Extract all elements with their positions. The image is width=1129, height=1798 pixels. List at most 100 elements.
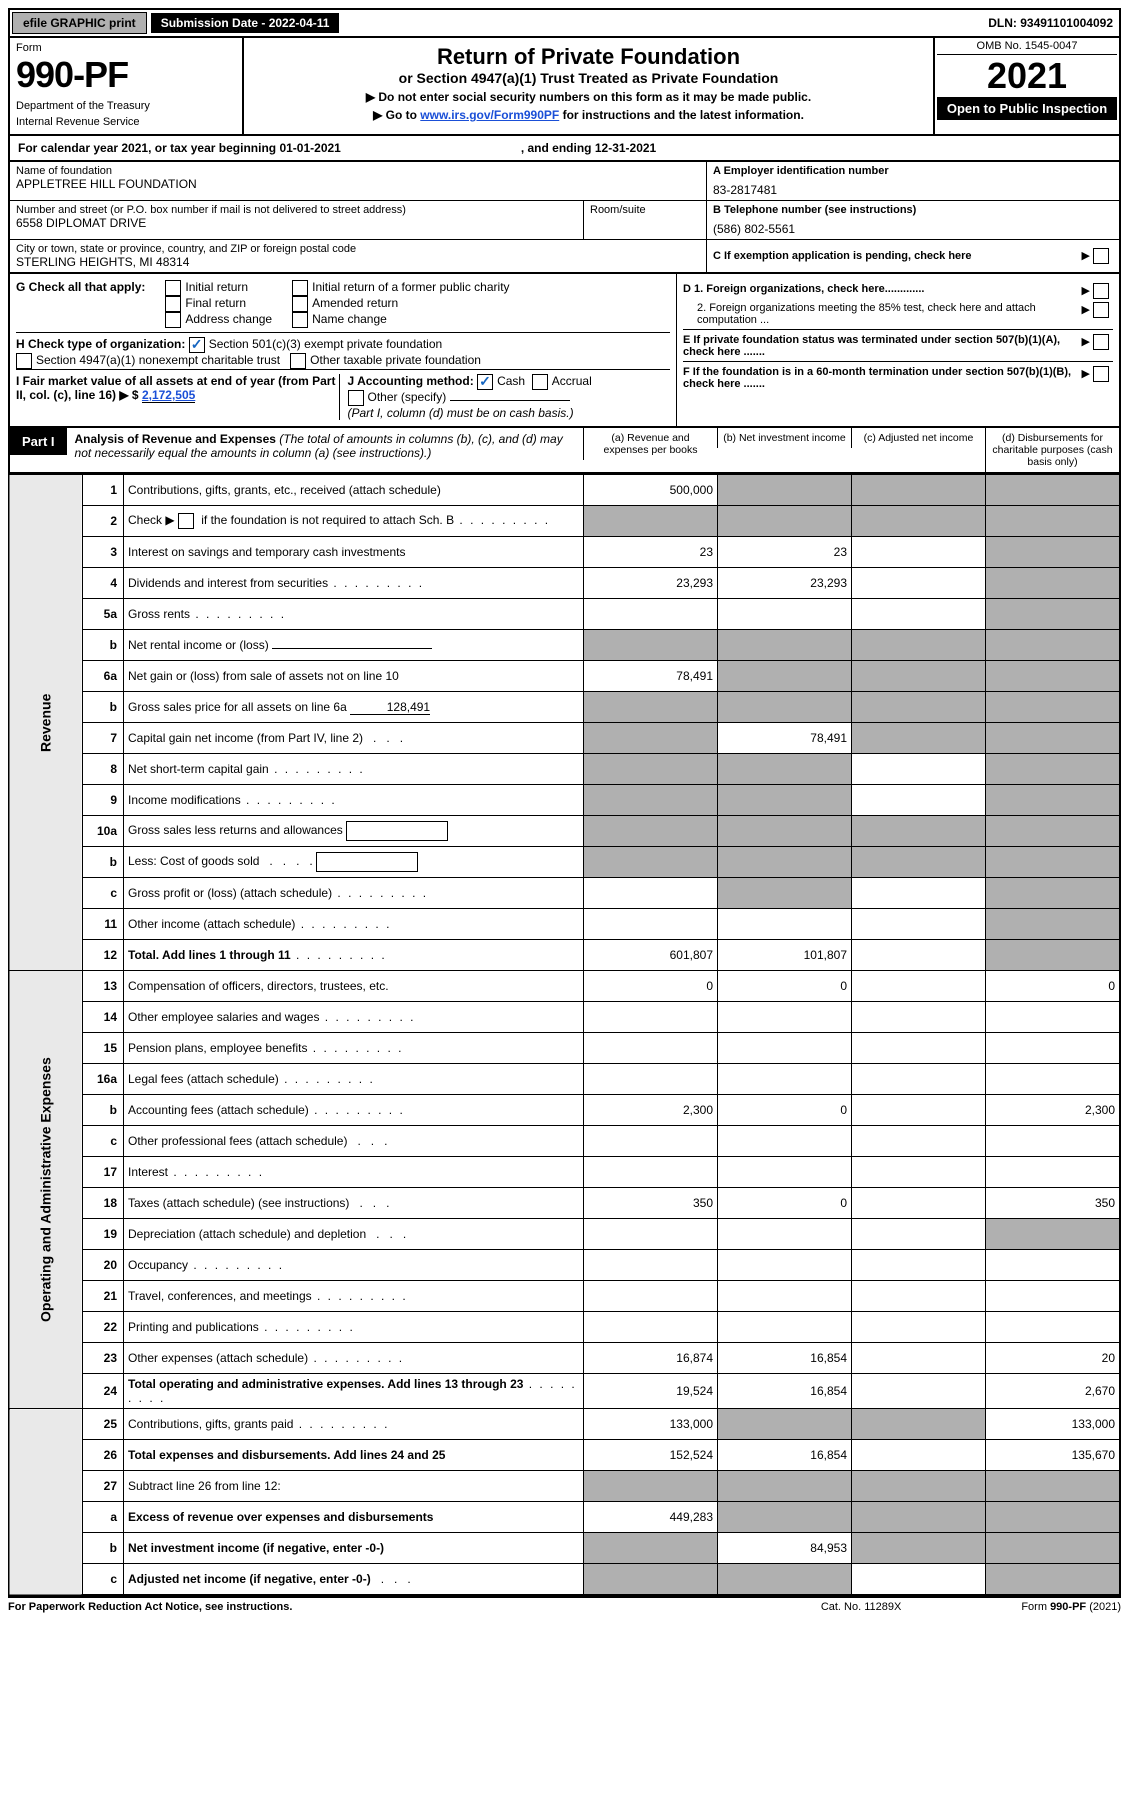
r5a-label: Gross rents bbox=[124, 599, 584, 630]
row-5a: 5a Gross rents bbox=[9, 599, 1120, 630]
r4-num: 4 bbox=[83, 568, 124, 599]
e-label: E If private foundation status was termi… bbox=[683, 334, 1075, 358]
j-other-checkbox[interactable] bbox=[348, 390, 364, 406]
r16b-d: 2,300 bbox=[986, 1095, 1121, 1126]
r9-label: Income modifications bbox=[124, 785, 584, 816]
row-9: 9 Income modifications bbox=[9, 785, 1120, 816]
dept-irs: Internal Revenue Service bbox=[16, 116, 236, 128]
row-22: 22 Printing and publications bbox=[9, 1312, 1120, 1343]
r13-b: 0 bbox=[718, 971, 852, 1002]
r5b-num: b bbox=[83, 630, 124, 661]
row-21: 21 Travel, conferences, and meetings bbox=[9, 1281, 1120, 1312]
row-27b: b Net investment income (if negative, en… bbox=[9, 1533, 1120, 1564]
r13-d: 0 bbox=[986, 971, 1121, 1002]
r8-num: 8 bbox=[83, 754, 124, 785]
r10c-num: c bbox=[83, 878, 124, 909]
efile-button[interactable]: efile GRAPHIC print bbox=[12, 12, 147, 34]
r23-b: 16,854 bbox=[718, 1343, 852, 1374]
part1-table: Revenue 1 Contributions, gifts, grants, … bbox=[8, 474, 1121, 1596]
g-address-change[interactable] bbox=[165, 312, 181, 328]
r24-b: 16,854 bbox=[718, 1374, 852, 1409]
g-final-return[interactable] bbox=[165, 296, 181, 312]
r7-num: 7 bbox=[83, 723, 124, 754]
pending-checkbox[interactable] bbox=[1093, 248, 1109, 264]
r26-d: 135,670 bbox=[986, 1440, 1121, 1471]
note2-pre: ▶ Go to bbox=[373, 108, 420, 122]
row-8: 8 Net short-term capital gain bbox=[9, 754, 1120, 785]
r19-label: Depreciation (attach schedule) and deple… bbox=[124, 1219, 584, 1250]
row-13: Operating and Administrative Expenses 13… bbox=[9, 971, 1120, 1002]
instructions-link[interactable]: www.irs.gov/Form990PF bbox=[420, 108, 559, 122]
d1-checkbox[interactable] bbox=[1093, 283, 1109, 299]
r18-a: 350 bbox=[584, 1188, 718, 1219]
r2-num: 2 bbox=[83, 506, 124, 537]
r1-d bbox=[986, 475, 1121, 506]
f-checkbox[interactable] bbox=[1093, 366, 1109, 382]
yearline-end: 12-31-2021 bbox=[595, 141, 656, 155]
j-cash-checkbox[interactable] bbox=[477, 374, 493, 390]
r27b-label: Net investment income (if negative, ente… bbox=[124, 1533, 584, 1564]
footer-catno: Cat. No. 11289X bbox=[821, 1601, 902, 1613]
g-label: G Check all that apply: bbox=[16, 280, 145, 328]
r12-b: 101,807 bbox=[718, 940, 852, 971]
form-label: Form bbox=[16, 42, 236, 54]
part1-desc: Analysis of Revenue and Expenses (The to… bbox=[67, 428, 583, 464]
r5b-label: Net rental income or (loss) bbox=[124, 630, 584, 661]
r25-label: Contributions, gifts, grants paid bbox=[124, 1409, 584, 1440]
d1-label: D 1. Foreign organizations, check here..… bbox=[683, 283, 1075, 295]
g-initial-return[interactable] bbox=[165, 280, 181, 296]
row-12: 12 Total. Add lines 1 through 11 601,807… bbox=[9, 940, 1120, 971]
r23-d: 20 bbox=[986, 1343, 1121, 1374]
row-14: 14 Other employee salaries and wages bbox=[9, 1002, 1120, 1033]
h-other-checkbox[interactable] bbox=[290, 353, 306, 369]
row-19: 19 Depreciation (attach schedule) and de… bbox=[9, 1219, 1120, 1250]
row-24: 24 Total operating and administrative ex… bbox=[9, 1374, 1120, 1409]
r12-label: Total. Add lines 1 through 11 bbox=[124, 940, 584, 971]
yearline-pre: For calendar year 2021, or tax year begi… bbox=[18, 141, 279, 155]
g-initial-public[interactable] bbox=[292, 280, 308, 296]
r3-b: 23 bbox=[718, 537, 852, 568]
row-18: 18 Taxes (attach schedule) (see instruct… bbox=[9, 1188, 1120, 1219]
submission-date: Submission Date - 2022-04-11 bbox=[151, 13, 340, 33]
schb-checkbox[interactable] bbox=[178, 513, 194, 529]
footer: For Paperwork Reduction Act Notice, see … bbox=[8, 1596, 1121, 1613]
r12-a: 601,807 bbox=[584, 940, 718, 971]
g-opt-3: Initial return of a former public charit… bbox=[312, 280, 509, 294]
r16a-label: Legal fees (attach schedule) bbox=[124, 1064, 584, 1095]
g-amended[interactable] bbox=[292, 296, 308, 312]
dept-treasury: Department of the Treasury bbox=[16, 100, 236, 112]
h-4947-checkbox[interactable] bbox=[16, 353, 32, 369]
calendar-year-line: For calendar year 2021, or tax year begi… bbox=[8, 136, 1121, 162]
r26-b: 16,854 bbox=[718, 1440, 852, 1471]
r25-a: 133,000 bbox=[584, 1409, 718, 1440]
top-bar: efile GRAPHIC print Submission Date - 20… bbox=[8, 8, 1121, 38]
r11-num: 11 bbox=[83, 909, 124, 940]
g-opt-5: Name change bbox=[312, 312, 387, 326]
d2-checkbox[interactable] bbox=[1093, 302, 1109, 318]
d2-label: 2. Foreign organizations meeting the 85%… bbox=[683, 302, 1075, 326]
omb-number: OMB No. 1545-0047 bbox=[937, 40, 1117, 55]
row-16b: b Accounting fees (attach schedule) 2,30… bbox=[9, 1095, 1120, 1126]
r6b-num: b bbox=[83, 692, 124, 723]
g-name-change[interactable] bbox=[292, 312, 308, 328]
r1-num: 1 bbox=[83, 475, 124, 506]
h-501c3-checkbox[interactable] bbox=[189, 337, 205, 353]
j-accrual: Accrual bbox=[552, 374, 592, 388]
fmv-value[interactable]: 2,172,505 bbox=[142, 388, 195, 403]
j-accrual-checkbox[interactable] bbox=[532, 374, 548, 390]
r10c-label: Gross profit or (loss) (attach schedule) bbox=[124, 878, 584, 909]
row-6b: b Gross sales price for all assets on li… bbox=[9, 692, 1120, 723]
h-opt-3: Other taxable private foundation bbox=[310, 353, 481, 367]
row-7: 7 Capital gain net income (from Part IV,… bbox=[9, 723, 1120, 754]
row-27: 27 Subtract line 26 from line 12: bbox=[9, 1471, 1120, 1502]
r24-d: 2,670 bbox=[986, 1374, 1121, 1409]
r10a-num: 10a bbox=[83, 816, 124, 847]
row-27c: c Adjusted net income (if negative, ente… bbox=[9, 1564, 1120, 1596]
phone-label: B Telephone number (see instructions) bbox=[713, 204, 1113, 216]
r1-c bbox=[852, 475, 986, 506]
row-11: 11 Other income (attach schedule) bbox=[9, 909, 1120, 940]
r16b-a: 2,300 bbox=[584, 1095, 718, 1126]
r13-num: 13 bbox=[83, 971, 124, 1002]
e-checkbox[interactable] bbox=[1093, 334, 1109, 350]
header-center: Return of Private Foundation or Section … bbox=[244, 38, 933, 134]
